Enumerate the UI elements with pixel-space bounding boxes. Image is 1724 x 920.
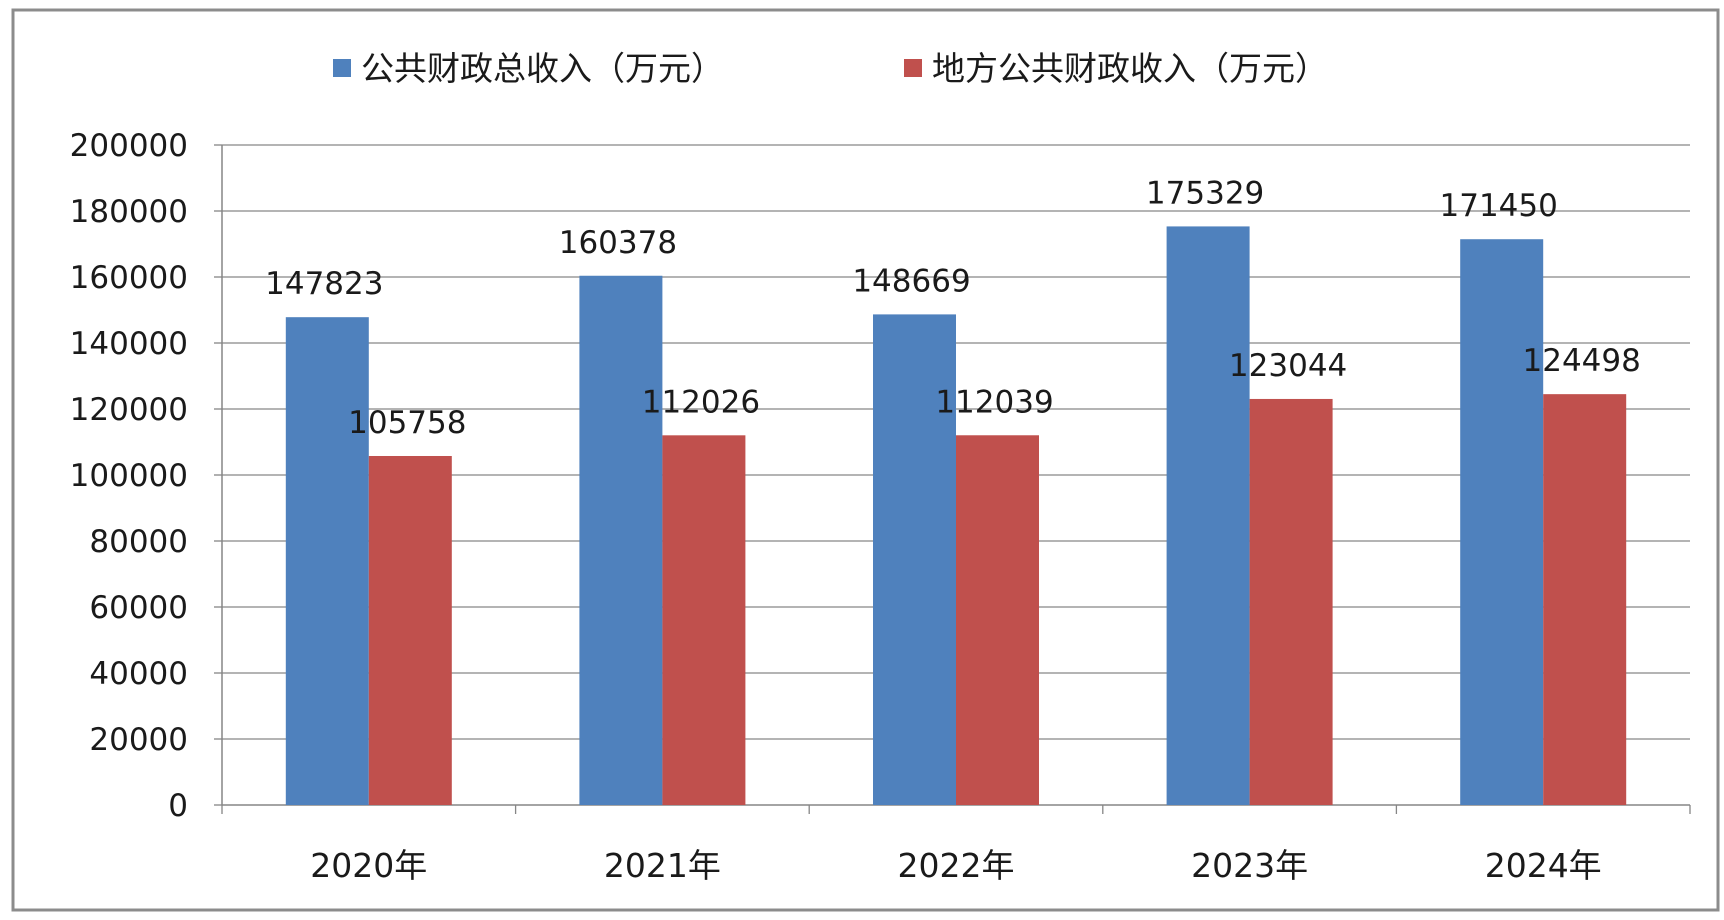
legend-swatch bbox=[333, 59, 351, 77]
data-label: 123044 bbox=[1229, 348, 1347, 384]
y-tick-label: 140000 bbox=[70, 326, 188, 362]
y-tick-label: 180000 bbox=[70, 194, 188, 230]
y-tick-label: 80000 bbox=[89, 524, 188, 560]
data-label: 175329 bbox=[1146, 175, 1264, 211]
axes: 0 20000 40000 60000 80000 100000 120000 140000 1… bbox=[70, 128, 1691, 885]
bar-local-revenue bbox=[1543, 394, 1627, 805]
legend: 公共财政总收入（万元） 地方公共财政收入（万元） bbox=[333, 49, 1328, 88]
bar-local-revenue bbox=[368, 455, 452, 805]
data-label: 112026 bbox=[642, 384, 760, 420]
y-tick-label: 60000 bbox=[89, 590, 188, 626]
bars bbox=[285, 226, 1627, 806]
x-tick-label: 2021年 bbox=[604, 846, 721, 885]
data-label: 124498 bbox=[1523, 343, 1641, 379]
y-tick-label: 20000 bbox=[89, 722, 188, 758]
x-tick-label: 2024年 bbox=[1485, 846, 1602, 885]
bar-total-revenue bbox=[1460, 239, 1544, 806]
x-tick-label: 2022年 bbox=[898, 846, 1015, 885]
bar-local-revenue bbox=[662, 435, 746, 805]
data-label: 147823 bbox=[265, 266, 383, 302]
y-tick-label: 200000 bbox=[70, 128, 188, 164]
y-tick-label: 120000 bbox=[70, 392, 188, 428]
bar-total-revenue bbox=[873, 314, 956, 805]
bar-total-revenue bbox=[1166, 226, 1250, 805]
data-label: 112039 bbox=[935, 384, 1053, 420]
y-tick-label: 40000 bbox=[89, 656, 188, 692]
legend-label: 地方公共财政收入（万元） bbox=[932, 49, 1328, 88]
y-tick-label: 160000 bbox=[70, 260, 188, 296]
x-tick-label: 2020年 bbox=[310, 846, 427, 885]
data-label: 171450 bbox=[1440, 188, 1558, 224]
data-label: 148669 bbox=[852, 263, 970, 299]
legend-swatch bbox=[904, 59, 922, 77]
y-tick-label: 100000 bbox=[70, 458, 188, 494]
bar-total-revenue bbox=[285, 317, 369, 805]
data-labels: 147823 105758 160378 112026 148669 112039 1753… bbox=[265, 175, 1641, 441]
bar-local-revenue bbox=[1249, 398, 1333, 805]
data-label: 160378 bbox=[559, 225, 677, 261]
bar-local-revenue bbox=[956, 435, 1039, 805]
grid-lines bbox=[222, 144, 1690, 740]
bar-total-revenue bbox=[579, 275, 663, 806]
y-tick-label: 0 bbox=[168, 788, 188, 824]
legend-label: 公共财政总收入（万元） bbox=[361, 49, 724, 88]
x-tick-label: 2023年 bbox=[1191, 846, 1308, 885]
data-label: 105758 bbox=[348, 405, 466, 441]
